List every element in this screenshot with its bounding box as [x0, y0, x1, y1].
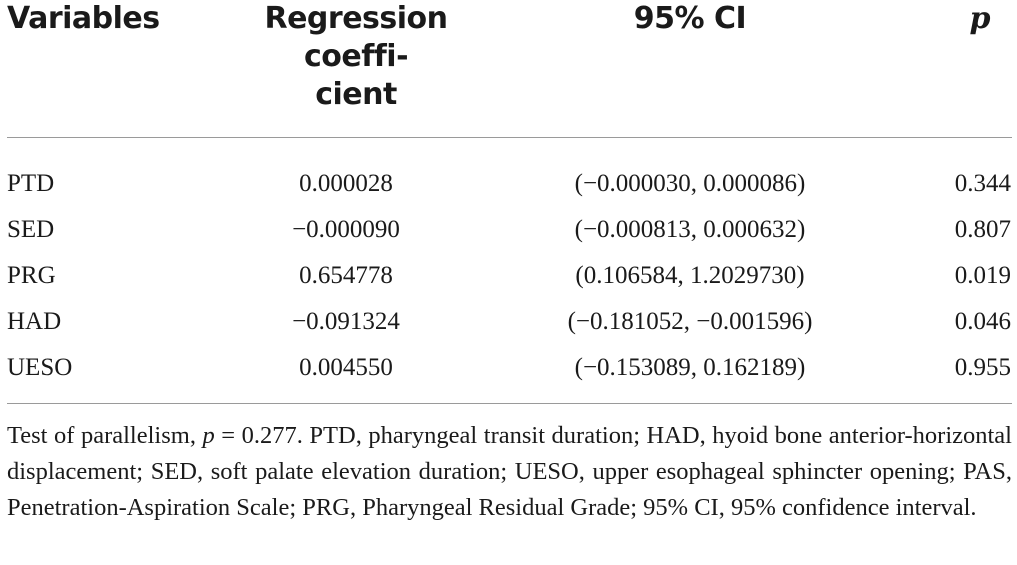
header-regression-coefficient: Regression coeffi- cient	[246, 0, 466, 114]
header-divider	[7, 137, 1012, 138]
header-variables: Variables	[7, 1, 160, 36]
cell-p: 0.955	[954, 354, 1011, 381]
header-p-value: p	[969, 1, 991, 36]
header-coef-line-2: coeffi-	[303, 39, 409, 74]
cell-variable: HAD	[7, 308, 62, 335]
cell-p: 0.046	[954, 308, 1011, 335]
header-coef-line-3: cient	[315, 77, 397, 112]
table-footnote: Test of parallelism, p = 0.277. PTD, pha…	[7, 418, 1012, 526]
cell-ci: (−0.000030, 0.000086)	[574, 170, 806, 197]
footnote-p-symbol: p	[202, 422, 215, 449]
cell-coefficient: −0.000090	[292, 216, 400, 243]
cell-coefficient: 0.654778	[299, 262, 393, 289]
cell-variable: UESO	[7, 354, 73, 381]
cell-variable: PRG	[7, 262, 56, 289]
cell-p: 0.344	[954, 170, 1011, 197]
cell-variable: SED	[7, 216, 55, 243]
cell-ci: (0.106584, 1.2029730)	[575, 262, 805, 289]
header-95-ci: 95% CI	[633, 1, 747, 36]
cell-ci: (−0.000813, 0.000632)	[574, 216, 806, 243]
table-row: PRG 0.654778 (0.106584, 1.2029730) 0.019	[0, 253, 1017, 299]
cell-ci: (−0.153089, 0.162189)	[574, 354, 806, 381]
footer-divider	[7, 403, 1012, 404]
cell-p: 0.807	[954, 216, 1011, 243]
cell-coefficient: 0.000028	[299, 170, 393, 197]
footnote-lead: Test of parallelism,	[7, 422, 203, 449]
table-row: PTD 0.000028 (−0.000030, 0.000086) 0.344	[0, 161, 1017, 207]
cell-variable: PTD	[7, 170, 55, 197]
cell-coefficient: −0.091324	[292, 308, 400, 335]
cell-p: 0.019	[954, 262, 1011, 289]
header-coef-line-1: Regression	[264, 1, 448, 36]
table-row: HAD −0.091324 (−0.181052, −0.001596) 0.0…	[0, 299, 1017, 345]
cell-coefficient: 0.004550	[299, 354, 393, 381]
footnote-rest: = 0.277. PTD, pharyngeal transit duratio…	[7, 422, 1012, 521]
table-row: SED −0.000090 (−0.000813, 0.000632) 0.80…	[0, 207, 1017, 253]
cell-ci: (−0.181052, −0.001596)	[567, 308, 813, 335]
table-row: UESO 0.004550 (−0.153089, 0.162189) 0.95…	[0, 345, 1017, 391]
